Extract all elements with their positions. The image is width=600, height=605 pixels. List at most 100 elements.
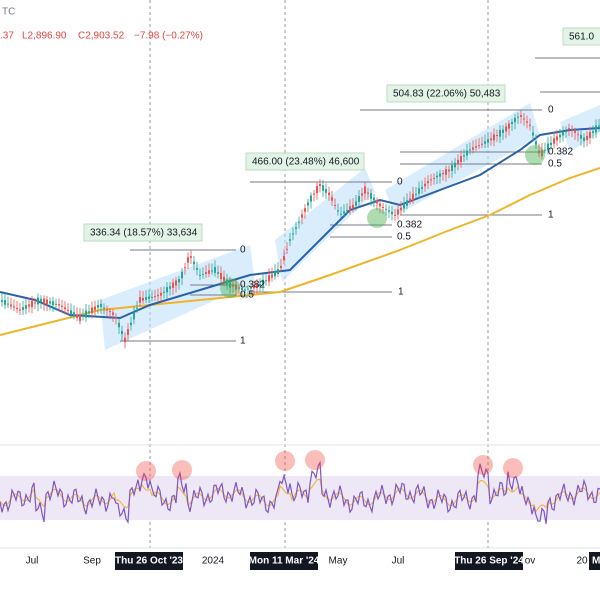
x-label-highlight [589, 552, 600, 570]
annotation-boxes [83, 27, 600, 242]
candle-body [403, 203, 405, 209]
candle-body [586, 136, 588, 140]
peak-circle [503, 458, 523, 478]
candle-body [409, 198, 411, 202]
candle-body [538, 150, 540, 154]
candle-body [298, 221, 300, 223]
candle-body [400, 207, 402, 211]
candle-body [358, 196, 360, 202]
candle-body [574, 131, 576, 133]
candle-body [433, 177, 435, 179]
candle-body [412, 193, 414, 201]
candle-body [13, 306, 15, 308]
peak-circle [136, 461, 156, 481]
candle-body [271, 274, 273, 278]
candle-body [529, 124, 531, 126]
candle-body [139, 297, 141, 303]
candle-body [427, 181, 429, 183]
candle-body [112, 312, 114, 315]
x-tick-label: Jul [392, 556, 405, 567]
candle-body [43, 298, 45, 304]
rsi-lines [0, 460, 600, 525]
candle-body [589, 132, 591, 138]
candle-body [199, 274, 201, 276]
peak-circle [473, 455, 493, 475]
candle-body [556, 136, 558, 141]
channel [385, 103, 540, 216]
candle-body [493, 134, 495, 141]
x-tick-label: Mon 11 Mar '24 [249, 556, 320, 567]
candle-body [127, 329, 129, 335]
candle-body [4, 300, 6, 305]
candle-body [580, 134, 582, 139]
candle-body [94, 306, 96, 311]
candle-body [505, 126, 507, 132]
candle-body [163, 291, 165, 293]
candle-body [205, 272, 207, 274]
annotation-box [245, 152, 365, 171]
candle-body [310, 195, 312, 202]
candle-body [472, 147, 474, 150]
candle-body [535, 141, 537, 145]
candle-body [250, 287, 252, 289]
x-tick-label: ov [525, 556, 536, 567]
candle-body [481, 143, 483, 145]
candle-body [460, 156, 462, 162]
candle-body [226, 279, 228, 285]
candle-body [532, 132, 534, 136]
candle-body [148, 296, 150, 299]
candle-body [37, 297, 39, 305]
candle-body [562, 131, 564, 136]
annotation: 504.83 (22.06%) 50,483 [393, 89, 501, 100]
candle-body [550, 142, 552, 146]
candle-body [463, 155, 465, 157]
support-touches [220, 145, 545, 298]
candle-body [442, 173, 444, 175]
fib-label: 0.382 [240, 280, 265, 291]
annotation-box [83, 223, 203, 242]
candle-body [445, 169, 447, 175]
candle-body [595, 125, 597, 133]
fib-label: 0.382 [548, 147, 573, 158]
candle-body [385, 208, 387, 210]
x-tick-label: 2024 [202, 556, 225, 567]
x-tick-label: M [592, 556, 600, 567]
candle-body [202, 273, 204, 275]
candle-body [487, 139, 489, 143]
annotation-box [562, 27, 600, 46]
candle-body [511, 121, 513, 125]
ohlc-open: .37 [0, 31, 14, 42]
fib-label: 1 [398, 287, 404, 298]
candle-body [301, 214, 303, 218]
candle-body [439, 173, 441, 177]
candle-body [544, 149, 546, 151]
candle-body [547, 143, 549, 151]
candle-body [157, 294, 159, 297]
candle-body [376, 200, 378, 204]
candle-body [229, 282, 231, 288]
candle-body [508, 123, 510, 129]
candle-body [277, 269, 279, 274]
candle-body [211, 270, 213, 272]
candle-body [160, 292, 162, 296]
candle-body [169, 286, 171, 289]
touch-circle [220, 278, 240, 298]
candle-body [382, 206, 384, 208]
candle-body [565, 131, 567, 133]
candle-body [232, 285, 234, 287]
candle-body [475, 146, 477, 148]
candle-body [334, 204, 336, 206]
candle-body [415, 193, 417, 195]
candle-body [136, 307, 138, 309]
annotation: 336.34 (18.57%) 33,634 [90, 228, 198, 239]
touch-circle [525, 145, 545, 165]
candle-body [88, 311, 90, 314]
candle-body [322, 185, 324, 191]
candle-body [280, 265, 282, 269]
candle-body [142, 297, 144, 301]
ma-slow [0, 167, 600, 336]
candle-body [328, 192, 330, 196]
x-tick-label: Jul [26, 556, 39, 567]
